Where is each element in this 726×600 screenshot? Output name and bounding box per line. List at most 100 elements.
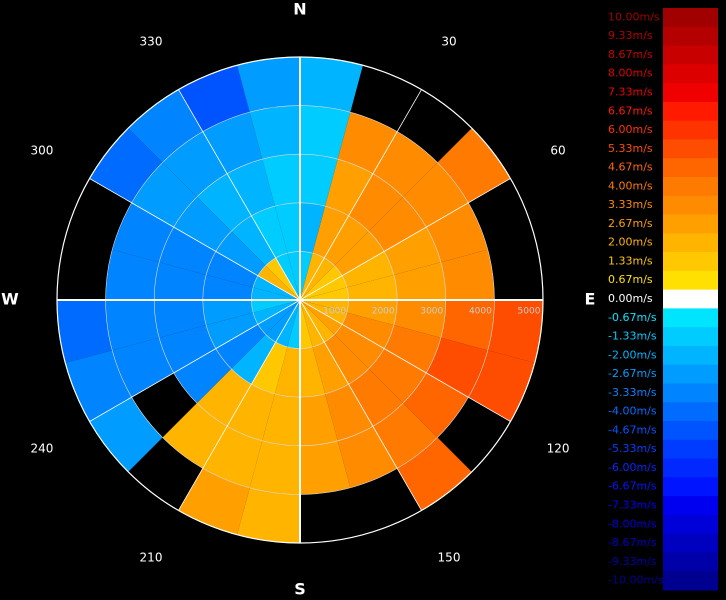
velocity-cell	[105, 249, 160, 300]
velocity-cell	[253, 300, 300, 325]
colorbar-label: -6.67m/s	[608, 480, 657, 493]
velocity-cell	[206, 251, 258, 288]
velocity-cell	[65, 350, 132, 422]
colorbar-swatch	[663, 458, 718, 478]
velocity-cell	[393, 262, 446, 300]
azimuth-line	[178, 89, 301, 301]
colorbar-label: 0.67m/s	[608, 273, 653, 286]
colorbar-label: 6.00m/s	[608, 123, 653, 136]
colorbar-swatch	[663, 26, 718, 47]
colorbar-label: 4.67m/s	[608, 161, 653, 174]
colorbar-swatch	[663, 214, 718, 234]
compass-label: N	[293, 0, 306, 19]
velocity-cell	[162, 131, 228, 197]
velocity-cell	[487, 300, 543, 363]
velocity-cell	[154, 262, 207, 300]
velocity-cell	[397, 437, 472, 511]
velocity-cell	[274, 346, 300, 398]
velocity-cell	[437, 128, 511, 203]
colorbar-swatch	[663, 120, 718, 140]
colorbar-swatch	[663, 439, 718, 460]
velocity-cell	[384, 227, 441, 275]
velocity-cell	[202, 274, 254, 300]
velocity-cell	[249, 105, 300, 160]
colorbar-swatch	[663, 571, 718, 591]
colorbar-swatch	[663, 139, 718, 159]
velocity-cell	[368, 196, 427, 252]
azimuth-line	[299, 299, 422, 511]
colorbar-label: 10.00m/s	[608, 10, 660, 23]
colorbar-label: 8.00m/s	[608, 67, 653, 80]
velocity-cell	[251, 287, 300, 300]
colorbar-label: -0.67m/s	[608, 311, 657, 324]
velocity-cell	[393, 300, 446, 338]
velocity-cell	[426, 337, 488, 398]
velocity-cell	[337, 112, 398, 174]
velocity-cell	[257, 300, 300, 335]
velocity-cell	[215, 231, 266, 276]
azimuth-line	[299, 299, 511, 422]
velocity-cell	[300, 105, 351, 160]
colorbar-swatch	[663, 383, 718, 403]
colorbar-swatch	[663, 289, 718, 309]
velocity-cell	[325, 384, 373, 441]
velocity-cell	[372, 131, 438, 197]
velocity-cell	[337, 426, 398, 488]
velocity-cell	[154, 300, 207, 338]
velocity-cell	[178, 468, 250, 535]
velocity-cell	[325, 159, 373, 216]
azimuth-label: 60	[550, 144, 565, 158]
colorbar-label: -2.00m/s	[608, 348, 657, 361]
velocity-cell	[372, 403, 438, 469]
colorbar-label: -3.33m/s	[608, 386, 657, 399]
colorbar-swatch	[663, 233, 718, 253]
velocity-cell	[275, 253, 300, 300]
velocity-cell	[312, 342, 349, 394]
colorbar-label: -8.00m/s	[608, 517, 657, 530]
range-label: 3000	[420, 307, 443, 317]
velocity-cell	[215, 324, 266, 369]
colorbar-swatch	[663, 477, 718, 497]
colorbar-swatch	[663, 496, 718, 516]
azimuth-label: 300	[30, 144, 53, 158]
velocity-cell	[300, 300, 325, 347]
colorbar-label: -6.00m/s	[608, 461, 657, 474]
velocity-cell	[257, 265, 300, 300]
azimuth-line	[178, 299, 301, 511]
colorbar-swatch	[663, 176, 718, 197]
colorbar-swatch	[663, 345, 718, 366]
range-label: 4000	[469, 307, 492, 317]
velocity-cell	[89, 397, 163, 472]
velocity-cell	[440, 300, 495, 351]
velocity-cell	[178, 65, 250, 132]
colorbar-swatch	[663, 252, 718, 272]
compass-label: E	[585, 290, 596, 309]
velocity-cell	[262, 393, 300, 446]
velocity-cell	[300, 257, 335, 300]
colorbar-swatch	[663, 45, 718, 65]
colorbar-label: -7.33m/s	[608, 499, 657, 512]
velocity-cell	[342, 312, 394, 349]
colorbar-label: -10.00m/s	[608, 574, 664, 587]
colorbar-label: -2.67m/s	[608, 367, 657, 380]
colorbar-label: 6.67m/s	[608, 104, 653, 117]
colorbar-swatch	[663, 158, 718, 178]
colorbar-swatch	[663, 270, 718, 291]
velocity-cell	[348, 368, 404, 427]
velocity-cell	[128, 89, 203, 163]
velocity-cell	[334, 324, 385, 369]
polar-axes: 1000 2000 3000 4000 5000 30 60 120 150 210 240 300 3…	[1, 0, 595, 599]
range-label: 2000	[372, 307, 395, 317]
velocity-cell	[173, 348, 232, 404]
colorbar-label: -4.00m/s	[608, 405, 657, 418]
velocity-cell	[426, 202, 488, 263]
colorbar-swatch	[663, 101, 718, 122]
velocity-cell	[57, 300, 113, 363]
velocity-cell	[384, 325, 441, 373]
velocity-cell	[300, 300, 347, 325]
colorbar-swatch	[663, 364, 718, 384]
azimuth-line	[89, 299, 301, 422]
velocity-cell	[300, 300, 349, 313]
velocity-cell	[346, 300, 398, 326]
velocity-cell	[274, 202, 300, 254]
